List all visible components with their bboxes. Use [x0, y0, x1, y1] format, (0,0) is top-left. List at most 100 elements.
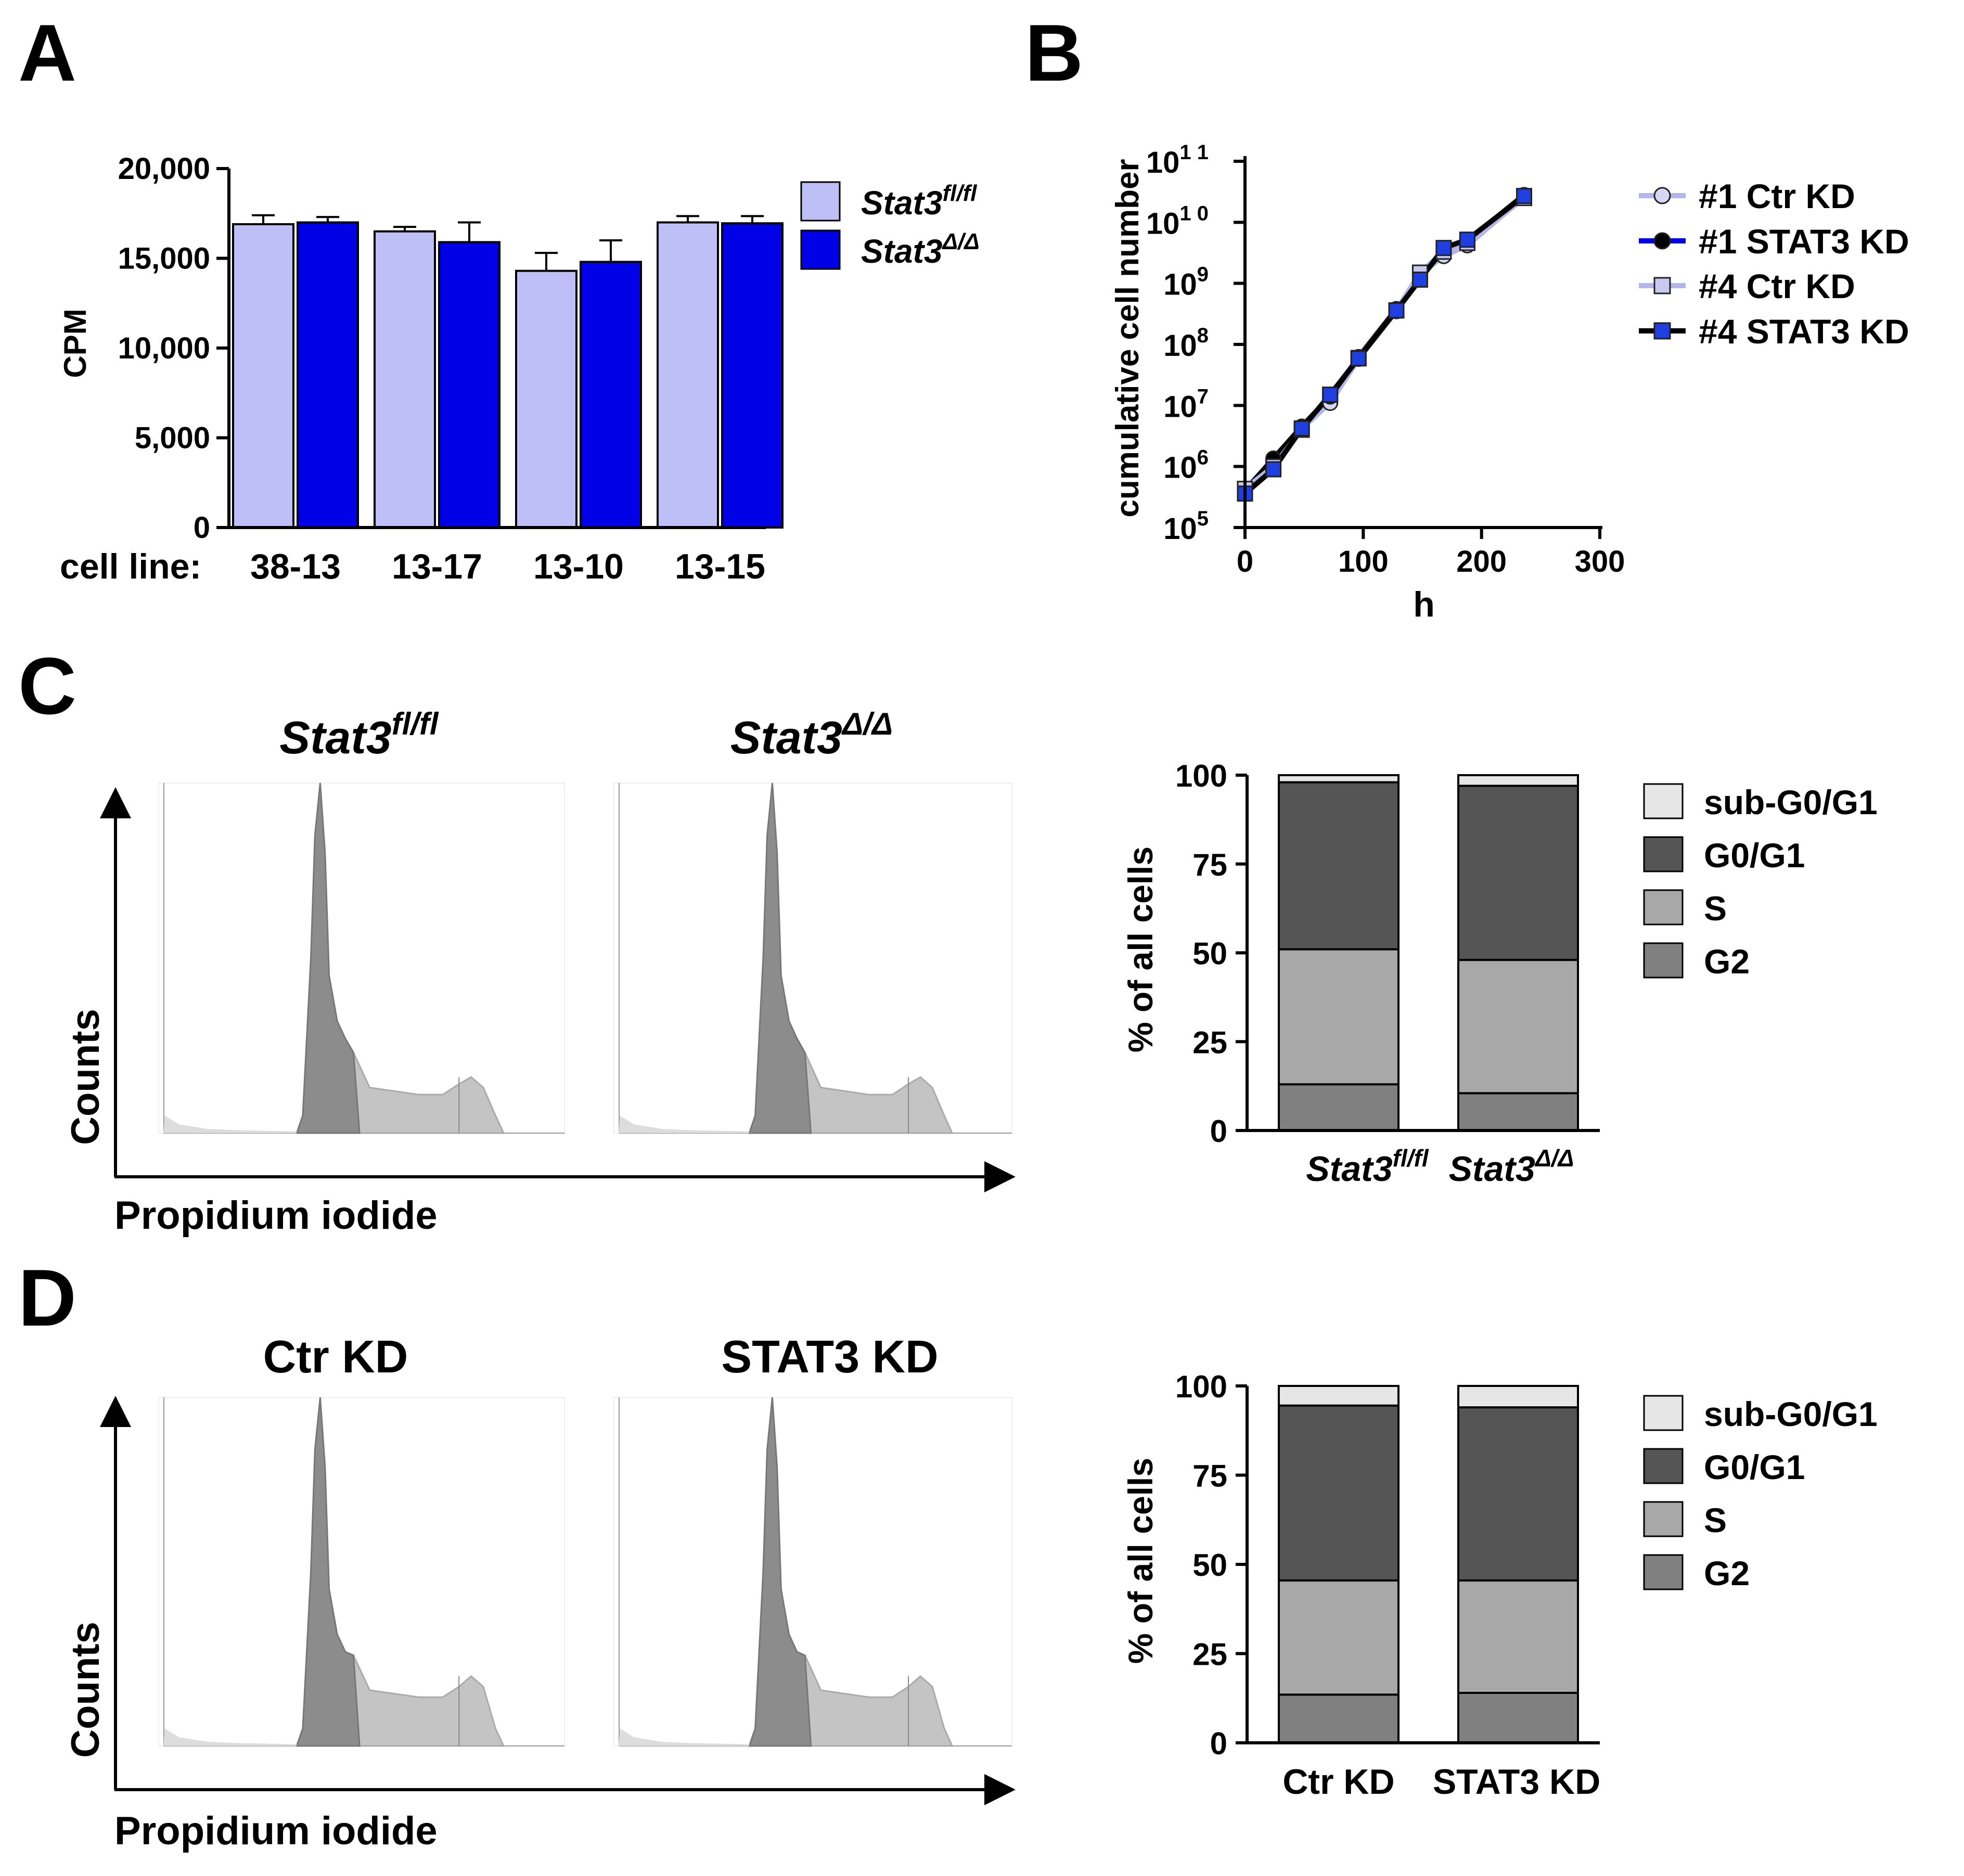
c-bar-legend-label: S: [1704, 889, 1727, 928]
d-bar-y-tick-label: 0: [1210, 1726, 1227, 1761]
c-bar-segment: [1457, 959, 1579, 1095]
d-bar-legend-label: sub-G0/G1: [1704, 1395, 1878, 1433]
a-bar: [721, 222, 784, 529]
c-bar-legend-swatch: [1643, 836, 1684, 872]
histogram-s-g2-area: [352, 1052, 505, 1134]
b-point: [1265, 461, 1282, 478]
c-bar-y-tick-label: 0: [1210, 1114, 1227, 1149]
histogram-g0g1-peak: [748, 782, 812, 1134]
a-bar: [515, 269, 577, 529]
c-histogram-right: [613, 782, 1012, 1134]
d-bar-legend-swatch: [1643, 1395, 1684, 1431]
b-legend-marker: [1653, 277, 1671, 294]
c-bar-segment: [1457, 774, 1579, 787]
c-bar-segment: [1457, 1092, 1579, 1132]
a-legend: Stat3fl/fl Stat3Δ/Δ: [800, 181, 980, 270]
b-legend-label: #4 Ctr KD: [1699, 267, 1855, 305]
d-bar-segment: [1457, 1691, 1579, 1744]
c-hist-title-left: Stat3fl/fl: [279, 706, 439, 763]
d-bar-y-tick-label: 25: [1192, 1637, 1227, 1672]
d-bar-legend-label: G0/G1: [1704, 1448, 1805, 1486]
d-bar-y-tick-label: 100: [1175, 1369, 1227, 1404]
c-bar-cat-0: Stat3fl/fl: [1306, 1145, 1429, 1189]
b-point: [1459, 232, 1475, 248]
b-point: [1388, 302, 1405, 319]
a-y-tick-label: 20,000: [118, 152, 210, 186]
b-legend-marker: [1653, 322, 1671, 340]
c-bar-legend-swatch: [1643, 889, 1684, 926]
d-pi-label: Propidium iodide: [114, 1809, 438, 1853]
b-point: [1293, 420, 1310, 437]
legend-swatch-delta: [800, 229, 841, 270]
c-bar-y-tick-label: 25: [1192, 1025, 1227, 1060]
panel-label-c: C: [18, 641, 76, 731]
a-bar: [297, 221, 359, 529]
c-bar-y-tick-label: 75: [1192, 847, 1227, 882]
histogram-g0g1-peak: [296, 1397, 361, 1747]
c-hist-title-right: Stat3Δ/Δ: [730, 706, 893, 763]
c-bar-segment: [1278, 1083, 1400, 1132]
b-series-line: [1243, 194, 1526, 496]
d-bar-segment: [1278, 1404, 1400, 1582]
b-legend-label: #1 Ctr KD: [1699, 177, 1855, 215]
b-x-tick-label: 200: [1456, 545, 1507, 579]
c-bar-legend-label: sub-G0/G1: [1704, 783, 1878, 821]
legend-label-delta: Stat3Δ/Δ: [861, 229, 980, 270]
histogram-g0g1-peak: [748, 1397, 812, 1747]
a-bar: [657, 221, 719, 529]
a-category-prefix: cell line:: [60, 547, 201, 586]
histogram-s-g2-area: [804, 1052, 954, 1134]
d-bar-y-tick-label: 50: [1192, 1548, 1227, 1583]
legend-swatch-fl: [800, 181, 841, 222]
panel-label-d: D: [18, 1253, 76, 1343]
b-legend-label: #4 STAT3 KD: [1699, 312, 1909, 351]
panel-c-stacked-bar: 0 25 50 75 100 % of all cells Stat3fl/fl Sta…: [1121, 759, 1878, 1189]
histogram-g0g1-peak: [296, 782, 361, 1134]
d-bar-segment: [1278, 1385, 1400, 1407]
a-category-label: 13-17: [392, 547, 482, 586]
panel-d-stacked-bar: 0 25 50 75 100 % of all cells Ctr KD STAT3 K…: [1121, 1369, 1878, 1802]
a-y-tick-label: 10,000: [118, 331, 210, 365]
c-pi-label: Propidium iodide: [114, 1193, 438, 1238]
c-bar-y-tick-label: 100: [1175, 759, 1227, 793]
b-point: [1516, 188, 1533, 204]
b-y-tick-label: 109: [1163, 263, 1209, 302]
d-histogram-left: [158, 1397, 565, 1747]
c-bar-segment: [1278, 774, 1400, 783]
d-bar-segment: [1278, 1693, 1400, 1744]
d-bar-legend-label: G2: [1704, 1554, 1750, 1592]
panel-d-histograms: Ctr KD STAT3 KD Counts Propidium iodide: [63, 1331, 1016, 1853]
histogram-subg1-area: [619, 1728, 750, 1746]
d-bar-legend-swatch: [1643, 1501, 1684, 1537]
c-bar-segment: [1457, 785, 1579, 961]
a-bar: [438, 241, 500, 529]
histogram-subg1-area: [163, 1728, 297, 1746]
d-bar-segment: [1457, 1385, 1579, 1409]
a-y-axis-label: CPM: [58, 309, 93, 378]
b-point: [1322, 387, 1339, 403]
b-legend-marker: [1653, 232, 1671, 250]
b-series-line: [1243, 196, 1526, 491]
b-point: [1411, 272, 1428, 288]
a-bar: [232, 223, 294, 529]
c-bar-legend-swatch: [1643, 942, 1684, 979]
d-bar-segment: [1457, 1579, 1579, 1694]
a-bar: [374, 230, 436, 529]
d-histogram-right: [613, 1397, 1012, 1747]
a-y-tick-label: 15,000: [118, 242, 210, 276]
a-bar: [580, 261, 642, 529]
panel-b-line-chart: 0 100 200 300 105 106 107 108 109 101 0 101 1 h cu…: [1110, 141, 1909, 624]
b-y-tick-label: 108: [1163, 324, 1209, 363]
panel-c-histograms: Stat3fl/fl Stat3Δ/Δ Counts Propidium iod…: [63, 706, 1016, 1238]
b-y-tick-label: 105: [1163, 507, 1209, 546]
d-bar-legend-swatch: [1643, 1448, 1684, 1484]
b-legend-marker: [1653, 187, 1671, 204]
b-x-axis-label: h: [1413, 585, 1435, 624]
b-y-tick-label: 101 0: [1146, 202, 1209, 240]
b-x-tick-label: 0: [1237, 545, 1253, 579]
d-bar-y-label: % of all cells: [1121, 1458, 1160, 1664]
a-category-label: 13-15: [675, 547, 765, 586]
d-bar-segment: [1457, 1406, 1579, 1582]
c-bar-segment: [1278, 781, 1400, 950]
